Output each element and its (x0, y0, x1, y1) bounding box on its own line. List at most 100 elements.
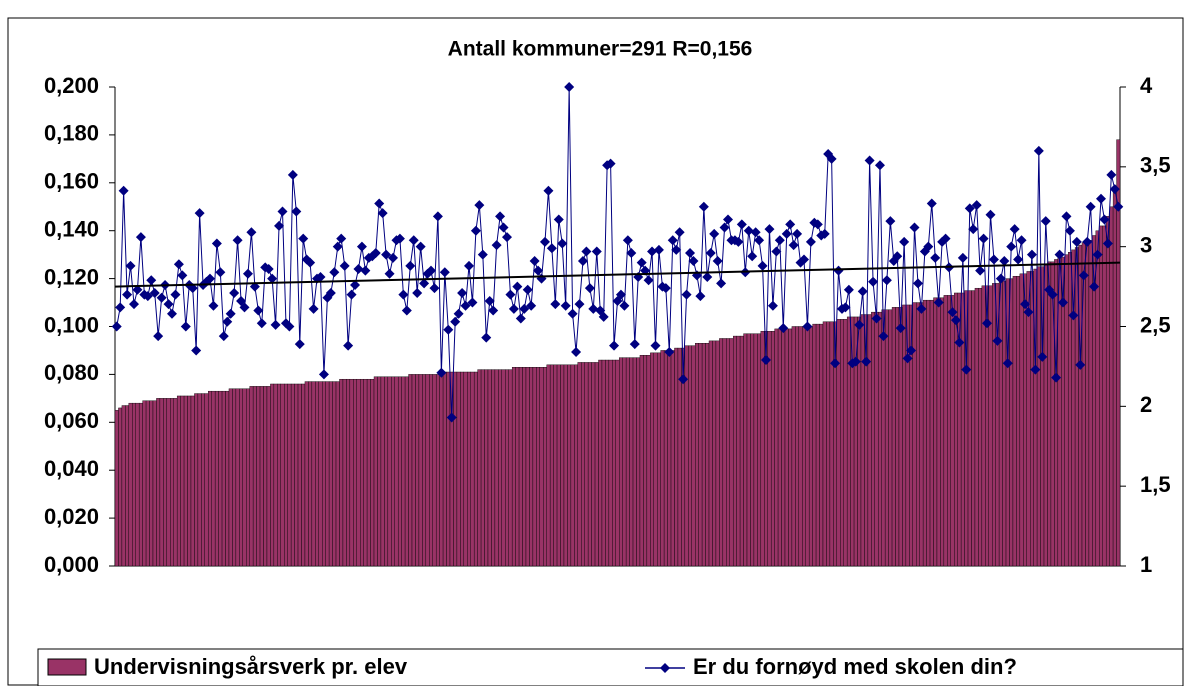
bar (152, 400, 157, 567)
bar (335, 381, 340, 567)
marker (460, 300, 471, 311)
bar (819, 323, 824, 567)
bar (1078, 244, 1083, 567)
bar (808, 326, 813, 567)
y2-tick-label: 2,5 (1140, 312, 1171, 337)
bar (736, 335, 741, 567)
bar (228, 388, 233, 567)
marker (211, 238, 222, 249)
bar (1023, 273, 1027, 567)
bar (494, 369, 499, 567)
bar (197, 393, 202, 567)
bar (501, 369, 506, 567)
marker (550, 299, 561, 310)
marker (287, 169, 298, 180)
y-tick-label: 0,160 (44, 169, 99, 194)
marker (398, 289, 409, 300)
bar (325, 381, 330, 567)
marker (992, 335, 1003, 346)
marker (826, 153, 837, 164)
bar (922, 299, 927, 567)
y-tick-label: 0,020 (44, 504, 99, 529)
bar (401, 376, 406, 567)
bar (874, 311, 879, 567)
bar (346, 378, 351, 567)
bar (135, 402, 140, 567)
bar (114, 410, 119, 567)
marker (405, 260, 416, 271)
marker (940, 233, 951, 244)
marker (878, 331, 889, 342)
bar (1095, 230, 1100, 567)
bar (170, 398, 174, 567)
bar (480, 369, 485, 567)
bar (404, 376, 409, 567)
bar (629, 357, 634, 567)
bar (290, 383, 295, 567)
bar (180, 395, 185, 567)
legend-box (37, 648, 1184, 686)
bar (366, 378, 371, 567)
bar (128, 402, 133, 567)
bar (235, 388, 240, 567)
bar (608, 359, 613, 567)
marker (470, 225, 481, 236)
bar (574, 364, 578, 567)
marker (436, 367, 447, 378)
bar (460, 371, 465, 567)
marker (667, 235, 678, 246)
marker (615, 289, 626, 300)
bar (491, 369, 496, 567)
bar (674, 347, 679, 567)
marker (802, 321, 813, 332)
marker (118, 185, 129, 196)
marker (384, 268, 395, 279)
marker (215, 267, 226, 278)
bar (767, 331, 772, 567)
bar (221, 390, 226, 567)
bar (349, 378, 354, 567)
marker (412, 287, 423, 298)
bar (857, 316, 862, 567)
bar (1067, 252, 1072, 567)
bar (978, 287, 983, 567)
bar (891, 307, 896, 567)
bar (601, 359, 606, 567)
marker (923, 241, 934, 252)
bar (529, 367, 534, 567)
marker (861, 356, 872, 367)
marker (916, 303, 927, 314)
marker (481, 332, 492, 343)
bar (487, 369, 492, 567)
marker (453, 308, 464, 319)
bar (974, 287, 979, 567)
marker (626, 248, 637, 259)
bar (563, 364, 568, 567)
marker (719, 222, 730, 233)
marker (591, 246, 602, 257)
marker (498, 222, 509, 233)
marker (598, 311, 609, 322)
bar (622, 357, 627, 567)
bar (166, 398, 171, 567)
marker (1078, 270, 1089, 281)
bar (746, 333, 751, 567)
bar (826, 321, 831, 567)
bar (560, 364, 565, 567)
bar (798, 326, 803, 567)
marker (463, 260, 474, 271)
bar (1019, 273, 1024, 567)
bar (726, 338, 730, 567)
marker (346, 289, 357, 300)
bar (511, 367, 516, 567)
bar (473, 371, 478, 567)
bar (522, 367, 527, 567)
bar (753, 333, 758, 567)
bar (895, 307, 900, 567)
marker (294, 339, 305, 350)
marker (702, 272, 713, 283)
bar (1105, 216, 1110, 567)
marker (539, 236, 550, 247)
marker (864, 155, 875, 166)
bar (888, 309, 893, 567)
